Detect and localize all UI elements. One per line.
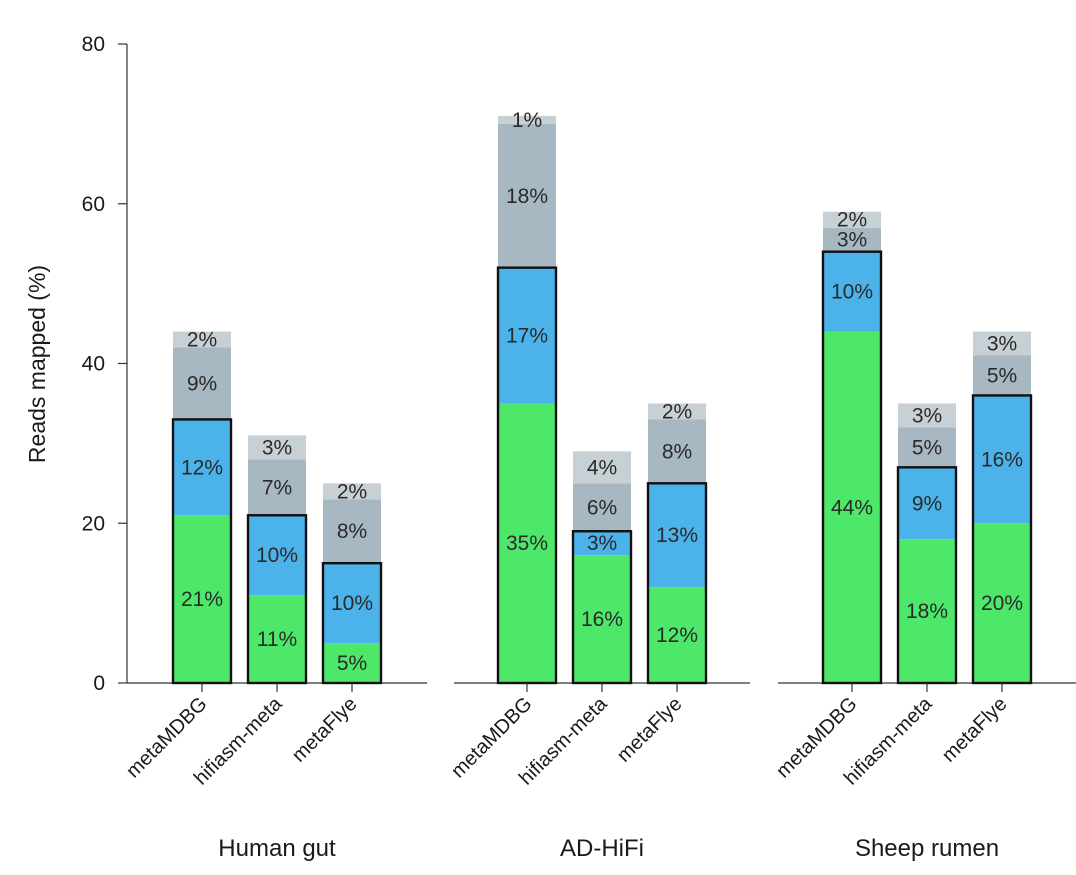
segment-value-label: 10% <box>256 544 298 567</box>
bar-segment-low-quality <box>498 115 556 124</box>
segment-value-label: 1% <box>512 109 542 132</box>
bar-segment-high-quality <box>573 531 631 556</box>
segment-value-label: 9% <box>187 372 217 395</box>
segment-value-label: 16% <box>581 608 623 631</box>
bar-segment-low-quality <box>248 435 306 460</box>
bar-segment-high-quality <box>173 419 231 516</box>
segment-value-label: 35% <box>506 532 548 555</box>
y-tick-label: 60 <box>82 193 105 216</box>
segment-value-label: 4% <box>587 456 617 479</box>
bar-segment-complete <box>898 539 956 683</box>
bar-segment-medium-quality <box>648 419 706 484</box>
segment-value-label: 8% <box>337 520 367 543</box>
bar-segment-complete <box>573 555 631 683</box>
bar-segment-high-quality <box>898 467 956 540</box>
bar-groups: 21%12%9%2%metaMDBG11%10%7%3%hifiasm-meta… <box>122 109 1076 862</box>
segment-value-label: 12% <box>181 456 223 479</box>
segment-value-label: 12% <box>656 624 698 647</box>
group-ad-hifi: 35%17%18%1%metaMDBG16%3%6%4%hifiasm-meta… <box>447 109 750 862</box>
segment-value-label: 16% <box>981 448 1023 471</box>
bar-segment-high-quality <box>648 483 706 588</box>
bar-segment-medium-quality <box>898 427 956 468</box>
segment-value-label: 2% <box>337 480 367 503</box>
bar-segment-complete <box>323 643 381 683</box>
bar-segment-complete <box>248 595 306 683</box>
segment-value-label: 9% <box>912 492 942 515</box>
segment-value-label: 5% <box>987 364 1017 387</box>
segment-value-label: 18% <box>906 600 948 623</box>
group-label: AD-HiFi <box>560 835 644 862</box>
bar-segment-low-quality <box>823 211 881 228</box>
bar-segment-medium-quality <box>573 483 631 532</box>
y-axis-ticks: 0 20 40 60 80 <box>82 33 127 695</box>
segment-value-label: 10% <box>331 592 373 615</box>
bar-segment-high-quality <box>248 515 306 596</box>
group-label: Human gut <box>218 835 336 862</box>
y-tick-label: 40 <box>82 353 105 376</box>
segment-value-label: 13% <box>656 524 698 547</box>
segment-value-label: 17% <box>506 325 548 348</box>
bar-segment-low-quality <box>648 403 706 420</box>
segment-value-label: 3% <box>262 436 292 459</box>
bar-segment-medium-quality <box>498 123 556 268</box>
y-tick-label: 0 <box>93 672 105 695</box>
bar-segment-low-quality <box>973 331 1031 356</box>
bar-segment-low-quality <box>898 403 956 428</box>
bar-segment-low-quality <box>573 451 631 484</box>
bar-segment-high-quality <box>823 251 881 332</box>
x-tick-label: metaFlye <box>288 693 362 767</box>
segment-value-label: 5% <box>912 436 942 459</box>
segment-value-label: 3% <box>912 404 942 427</box>
segment-value-label: 3% <box>837 229 867 252</box>
bar-segment-complete <box>173 515 231 683</box>
bar-segment-medium-quality <box>248 459 306 516</box>
segment-value-label: 3% <box>987 333 1017 356</box>
segment-value-label: 2% <box>187 329 217 352</box>
bar-segment-complete <box>498 403 556 683</box>
bar-segment-high-quality <box>323 563 381 644</box>
y-axis-title: Reads mapped (%) <box>24 265 50 463</box>
segment-value-label: 21% <box>181 588 223 611</box>
bar-segment-medium-quality <box>173 347 231 420</box>
segment-value-label: 18% <box>506 185 548 208</box>
bar-segment-high-quality <box>973 395 1031 524</box>
bar-segment-medium-quality <box>973 355 1031 396</box>
group-sheep-rumen: 44%10%3%2%metaMDBG18%9%5%3%hifiasm-meta2… <box>772 209 1076 862</box>
x-tick-label: metaFlye <box>613 693 687 767</box>
bar-segment-medium-quality <box>323 499 381 564</box>
segment-value-label: 2% <box>837 209 867 232</box>
segment-value-label: 6% <box>587 496 617 519</box>
segment-value-label: 2% <box>662 400 692 423</box>
y-tick-label: 80 <box>82 33 105 56</box>
bar-segment-complete <box>823 331 881 683</box>
group-human-gut: 21%12%9%2%metaMDBG11%10%7%3%hifiasm-meta… <box>122 329 427 862</box>
segment-value-label: 7% <box>262 476 292 499</box>
bar-segment-low-quality <box>323 483 381 500</box>
segment-value-label: 20% <box>981 592 1023 615</box>
segment-value-label: 3% <box>587 532 617 555</box>
y-tick-label: 20 <box>82 512 105 535</box>
segment-value-label: 10% <box>831 281 873 304</box>
x-tick-label: metaFlye <box>938 693 1012 767</box>
segment-value-label: 5% <box>337 652 367 675</box>
group-label: Sheep rumen <box>855 835 999 862</box>
bar-segment-low-quality <box>173 331 231 348</box>
bar-segment-high-quality <box>498 267 556 404</box>
bar-segment-medium-quality <box>823 227 881 252</box>
segment-value-label: 11% <box>257 628 297 651</box>
segment-value-label: 8% <box>662 440 692 463</box>
segment-value-label: 44% <box>831 496 873 519</box>
bar-segment-complete <box>973 523 1031 683</box>
bar-segment-complete <box>648 587 706 683</box>
